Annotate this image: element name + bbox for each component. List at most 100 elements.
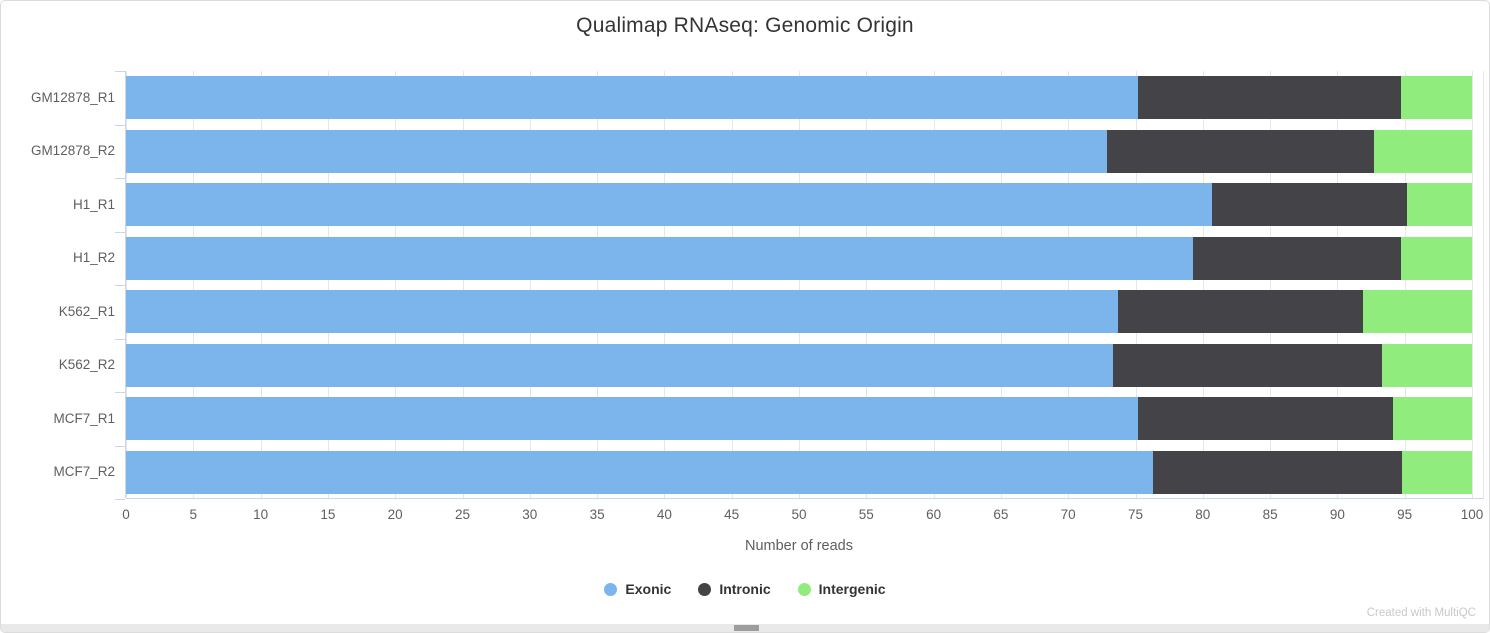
bar-segment-intergenic[interactable] bbox=[1362, 290, 1472, 333]
y-axis-label: K562_R2 bbox=[58, 357, 115, 373]
bar-row-H1_R2 bbox=[126, 236, 1472, 280]
y-axis-tick bbox=[115, 285, 125, 286]
legend-marker-intergenic-icon bbox=[797, 582, 811, 596]
gridline bbox=[1135, 71, 1137, 498]
x-axis-tick-label: 80 bbox=[1195, 507, 1211, 522]
gridline bbox=[731, 71, 733, 498]
gridline bbox=[597, 71, 599, 498]
bar-segment-intergenic[interactable] bbox=[1400, 236, 1472, 280]
bar-row-MCF7_R1 bbox=[126, 397, 1472, 440]
bar-segment-intronic[interactable] bbox=[1212, 183, 1408, 226]
bar-segment-intronic[interactable] bbox=[1193, 236, 1401, 280]
gridline bbox=[933, 71, 935, 498]
scrollbar-thumb[interactable] bbox=[734, 625, 759, 631]
x-axis-tick-label: 100 bbox=[1460, 507, 1484, 522]
x-axis-tick-label: 90 bbox=[1329, 507, 1345, 522]
x-axis-tick-label: 25 bbox=[454, 507, 471, 522]
gridline bbox=[1337, 71, 1339, 498]
x-axis-tick-label: 15 bbox=[320, 507, 336, 522]
bar-segment-intronic[interactable] bbox=[1138, 397, 1393, 440]
gridline bbox=[1270, 71, 1272, 498]
x-axis-tick-label: 0 bbox=[122, 507, 130, 522]
x-axis-tick-label: 30 bbox=[522, 507, 538, 522]
y-axis-label: H1_R1 bbox=[72, 196, 115, 212]
bar-segment-intronic[interactable] bbox=[1107, 129, 1374, 173]
bar-segment-exonic[interactable] bbox=[126, 290, 1118, 333]
bar-row-H1_R1 bbox=[126, 183, 1472, 226]
x-axis-tick-label: 40 bbox=[656, 507, 672, 522]
bar-row-MCF7_R2 bbox=[126, 450, 1472, 494]
bar-segment-exonic[interactable] bbox=[126, 76, 1139, 119]
x-axis-tick-label: 95 bbox=[1397, 507, 1413, 522]
gridline bbox=[462, 71, 464, 498]
x-axis-tick-label: 60 bbox=[926, 507, 942, 522]
y-axis-tick bbox=[115, 124, 125, 126]
gridline bbox=[126, 71, 127, 498]
legend-label: Intergenic bbox=[818, 581, 886, 597]
gridline bbox=[529, 71, 531, 498]
bar-row-GM12878_R1 bbox=[126, 76, 1472, 119]
gridline bbox=[1068, 71, 1070, 498]
bar-segment-exonic[interactable] bbox=[126, 129, 1108, 173]
gridline bbox=[664, 71, 666, 498]
gridline bbox=[395, 71, 397, 498]
gridline bbox=[1404, 71, 1406, 498]
gridline bbox=[260, 71, 262, 498]
bar-segment-exonic[interactable] bbox=[126, 343, 1113, 387]
bar-segment-intergenic[interactable] bbox=[1400, 76, 1472, 119]
bar-segment-intronic[interactable] bbox=[1112, 343, 1382, 387]
legend-item-intronic[interactable]: Intronic bbox=[698, 581, 771, 597]
x-axis-tick-label: 50 bbox=[791, 507, 807, 522]
y-axis-label: MCF7_R1 bbox=[53, 410, 115, 426]
bar-row-GM12878_R2 bbox=[126, 129, 1472, 173]
bar-segment-intronic[interactable] bbox=[1138, 76, 1401, 119]
legend-item-intergenic[interactable]: Intergenic bbox=[797, 581, 886, 597]
gridline bbox=[866, 71, 868, 498]
bar-segment-exonic[interactable] bbox=[126, 450, 1153, 494]
y-axis-tick bbox=[115, 445, 125, 447]
x-axis-tick-label: 75 bbox=[1127, 507, 1144, 522]
plot-area bbox=[115, 71, 1484, 500]
legend-marker-intronic-icon bbox=[698, 582, 712, 596]
legend-label: Exonic bbox=[625, 581, 672, 597]
y-axis-label: GM12878_R1 bbox=[30, 89, 115, 105]
x-axis-title: Number of reads bbox=[745, 538, 853, 554]
y-axis-line bbox=[125, 71, 126, 498]
bar-segment-intergenic[interactable] bbox=[1407, 183, 1472, 226]
horizontal-scrollbar[interactable] bbox=[1, 624, 1489, 632]
bar-segment-intergenic[interactable] bbox=[1381, 343, 1472, 387]
bar-segment-intergenic[interactable] bbox=[1392, 397, 1472, 440]
bar-segment-intergenic[interactable] bbox=[1373, 129, 1472, 173]
y-axis-tick bbox=[115, 231, 125, 233]
gridline bbox=[1202, 71, 1204, 498]
chart-title: Qualimap RNAseq: Genomic Origin bbox=[576, 14, 914, 37]
bar-row-K562_R2 bbox=[126, 343, 1472, 387]
y-axis-tick bbox=[115, 338, 125, 340]
legend-item-exonic[interactable]: Exonic bbox=[604, 581, 671, 597]
bar-segment-intergenic[interactable] bbox=[1401, 450, 1472, 494]
x-axis-tick-label: 85 bbox=[1262, 507, 1278, 522]
y-axis-label: K562_R1 bbox=[58, 303, 115, 319]
gridline bbox=[1472, 71, 1473, 498]
x-axis-tick-label: 35 bbox=[589, 507, 605, 522]
gridline bbox=[327, 71, 329, 498]
credit-text: Created with MultiQC bbox=[1366, 607, 1476, 619]
legend: Exonic Intronic Intergenic bbox=[1, 581, 1489, 597]
bar-segment-exonic[interactable] bbox=[126, 236, 1194, 280]
bar-segment-intronic[interactable] bbox=[1152, 450, 1402, 494]
bar-segment-intronic[interactable] bbox=[1118, 290, 1363, 333]
bar-segment-exonic[interactable] bbox=[126, 183, 1213, 226]
x-axis-tick-label: 10 bbox=[253, 507, 269, 522]
x-axis-tick-label: 5 bbox=[189, 507, 198, 522]
y-axis-tick bbox=[115, 392, 125, 393]
x-axis-tick-label: 65 bbox=[993, 507, 1009, 522]
y-axis-tick bbox=[115, 71, 125, 72]
x-axis-tick-label: 55 bbox=[858, 507, 874, 522]
bar-segment-exonic[interactable] bbox=[126, 397, 1139, 440]
x-axis-tick-label: 70 bbox=[1060, 507, 1076, 522]
bar-row-K562_R1 bbox=[126, 290, 1472, 333]
legend-marker-exonic-icon bbox=[604, 582, 618, 596]
gridline bbox=[799, 71, 800, 498]
y-axis-tick bbox=[115, 178, 125, 179]
